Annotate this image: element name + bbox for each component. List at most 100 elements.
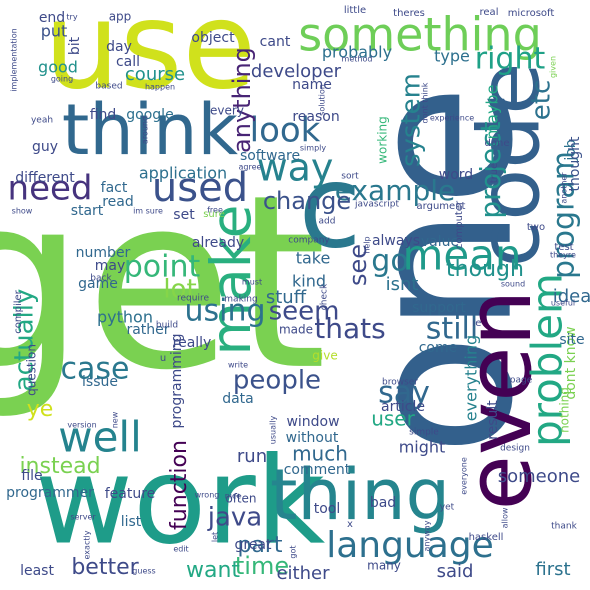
cloud-word-try: try — [66, 13, 77, 22]
cloud-word-happen: happen — [145, 83, 175, 92]
cloud-word-everything: everything — [462, 335, 481, 421]
cloud-word-get: get — [0, 143, 327, 423]
cloud-word-dont-think: dont think — [421, 82, 430, 123]
cloud-word-better: better — [71, 555, 139, 580]
cloud-word-theyre: theyre — [550, 251, 576, 260]
cloud-word-little: little — [344, 5, 366, 16]
cloud-word-rather: rather — [126, 322, 169, 338]
cloud-word-app: app — [109, 10, 132, 24]
cloud-word-solution: solution — [318, 84, 327, 116]
cloud-word-call: call — [116, 54, 140, 70]
cloud-word-put: put — [41, 22, 68, 41]
cloud-word-etc: etc — [527, 80, 557, 121]
cloud-word-language: language — [326, 525, 494, 566]
cloud-word-nice: nice — [225, 492, 242, 501]
cloud-word-change: change — [263, 187, 351, 215]
cloud-word-guy: guy — [32, 139, 58, 155]
cloud-word-give: give — [312, 349, 337, 363]
cloud-word-simple: simple — [409, 428, 439, 438]
cloud-word-number: number — [76, 245, 131, 261]
cloud-word-company: company — [288, 236, 330, 246]
cloud-word-write: write — [228, 361, 248, 370]
cloud-word-software: software — [240, 148, 300, 164]
cloud-word-thank: thank — [551, 522, 577, 532]
cloud-word-always: always — [372, 233, 420, 249]
cloud-word-design: design — [500, 444, 530, 454]
cloud-word-ie: ie — [473, 318, 482, 329]
cloud-word-every: every — [210, 104, 244, 118]
cloud-word-yet: yet — [440, 503, 455, 513]
cloud-word-usually: usually — [269, 416, 278, 445]
cloud-word-want: want — [186, 558, 240, 583]
cloud-word-maybe: maybe — [483, 85, 502, 140]
cloud-word-developer: developer — [251, 61, 342, 82]
cloud-word-allow: allow — [501, 507, 510, 528]
cloud-word-going: going — [51, 75, 73, 84]
cloud-word-without: without — [286, 430, 339, 446]
cloud-word-support: support — [412, 300, 466, 316]
cloud-word-build: build — [156, 321, 178, 331]
cloud-word-take: take — [296, 249, 331, 268]
cloud-word-question: question — [25, 344, 39, 396]
cloud-word-function: function — [167, 440, 192, 530]
cloud-word-start: start — [71, 203, 104, 219]
cloud-word-programmer: programmer — [6, 485, 94, 501]
cloud-word-using: using — [184, 294, 265, 329]
cloud-word-agree: agree — [239, 163, 262, 172]
cloud-word-project: project — [474, 121, 507, 218]
cloud-word-different: different — [15, 170, 75, 186]
cloud-word-cant: cant — [260, 34, 291, 50]
cloud-word-use: use — [44, 0, 256, 117]
cloud-word-implementation: implementation — [10, 28, 19, 91]
cloud-word-around: around — [141, 116, 150, 144]
cloud-word-site: site — [559, 332, 584, 348]
cloud-word-need: need — [8, 169, 93, 209]
cloud-word-time: time — [235, 552, 289, 580]
cloud-word-case: case — [61, 352, 130, 387]
cloud-word-add: add — [319, 217, 336, 227]
cloud-word-browser: browser — [382, 378, 418, 388]
cloud-word-probably: probably — [322, 43, 392, 62]
cloud-word-compiler: compiler — [13, 289, 24, 333]
cloud-word-feature: feature — [105, 486, 156, 502]
cloud-word-sort: sort — [341, 172, 359, 182]
cloud-word-method: method — [342, 55, 373, 64]
cloud-word-real: real — [480, 7, 499, 18]
cloud-word-see: see — [344, 244, 372, 286]
cloud-word-either: either — [276, 563, 330, 584]
cloud-word-example: example — [335, 174, 456, 207]
cloud-word-seem: seem — [269, 297, 340, 327]
cloud-word-people: people — [233, 366, 321, 396]
cloud-word-lot: lot — [163, 275, 196, 305]
cloud-word-google: google — [126, 107, 173, 123]
cloud-word-isnt: isnt — [386, 274, 419, 295]
cloud-word-test: test — [554, 242, 573, 253]
cloud-word-go: go — [371, 244, 408, 279]
cloud-word-based: based — [95, 82, 122, 92]
cloud-word-first: first — [535, 559, 570, 580]
cloud-word-least: least — [20, 563, 54, 579]
cloud-word-though: though — [446, 257, 524, 282]
cloud-word-python: python — [97, 308, 153, 327]
cloud-word-said: said — [437, 561, 474, 582]
cloud-word-problem: problem — [523, 273, 572, 447]
cloud-word-everyone: everyone — [460, 457, 469, 495]
cloud-word-comment: comment — [284, 462, 351, 478]
cloud-word-one: one — [325, 84, 558, 456]
cloud-word-actually: actually — [10, 289, 40, 392]
cloud-word-nothing: nothing — [558, 387, 572, 433]
cloud-word-sound: sound — [501, 280, 525, 289]
cloud-word-require: require — [177, 294, 209, 304]
cloud-word-often: often — [225, 492, 256, 506]
cloud-word-thing: thing — [270, 454, 450, 536]
cloud-word-bad: bad — [370, 495, 396, 511]
cloud-word-two: two — [527, 222, 545, 233]
cloud-word-list: list — [121, 514, 142, 530]
cloud-word-still: still — [426, 312, 478, 347]
cloud-word-back: back — [90, 274, 112, 284]
cloud-word-c: c — [298, 141, 361, 275]
cloud-word-result: result — [485, 400, 501, 440]
cloud-word-experience: experience — [430, 114, 474, 123]
cloud-word-done: done — [485, 138, 510, 149]
